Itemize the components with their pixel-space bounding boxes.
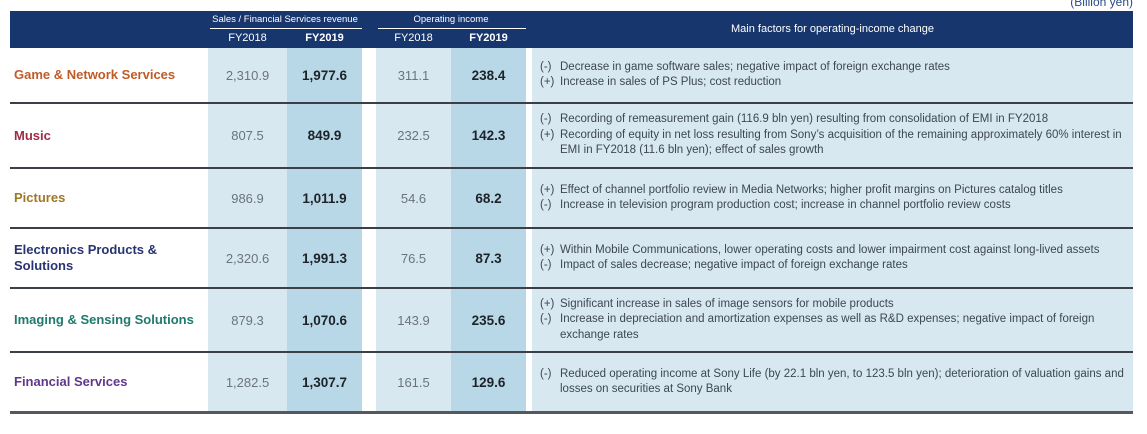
factor-text: Reduced operating income at Sony Life (b… — [560, 367, 1124, 396]
revenue-fy2019-value: 1,307.7 — [301, 374, 348, 390]
revenue-fy2018-value: 986.9 — [231, 190, 264, 206]
segment-name: Financial Services — [14, 374, 128, 390]
main-factors-header: Main factors for operating-income change — [731, 23, 934, 35]
factor-text: Recording of equity in net loss resultin… — [560, 128, 1122, 157]
revenue-fy2019-value: 1,991.3 — [301, 250, 348, 266]
revenue-fy2019-column-stripe — [287, 48, 362, 414]
oi-fy2018-value: 54.6 — [400, 190, 427, 206]
segment-name: Game & Network Services — [14, 67, 176, 83]
oi-fy2018-value: 161.5 — [397, 374, 430, 390]
segment-name: Pictures — [14, 190, 66, 206]
factors-cell: (+) Significant increase in sales of ima… — [532, 294, 1133, 347]
oi-fy2018-header: FY2018 — [394, 32, 433, 44]
revenue-group-header: Sales / Financial Services revenue — [212, 14, 358, 25]
oi-fy2018-value: 232.5 — [397, 128, 430, 143]
revenue-fy2019-value: 1,977.6 — [301, 67, 348, 83]
oi-fy2019-value: 142.3 — [471, 128, 506, 143]
factor-item: (+) Increase in sales of PS Plus; cost r… — [540, 75, 1125, 91]
oi-fy2018-value: 143.9 — [397, 312, 430, 328]
oi-fy2019-value: 238.4 — [471, 67, 506, 83]
factor-sign: (+) — [540, 128, 555, 141]
oi-fy2019-value: 129.6 — [471, 374, 506, 390]
oi-fy2018-value: 311.1 — [397, 67, 430, 83]
table-row: Music 807.5 849.9 232.5 142.3 (-) Record… — [10, 104, 1133, 169]
table-row: Game & Network Services 2,310.9 1,977.6 … — [10, 48, 1133, 104]
factor-text: Increase in television program productio… — [560, 199, 1011, 211]
factors-cell: (+) Within Mobile Communications, lower … — [532, 240, 1133, 277]
oi-fy2019-value: 235.6 — [471, 312, 506, 328]
table-body: Game & Network Services 2,310.9 1,977.6 … — [10, 48, 1133, 414]
factor-sign: (+) — [540, 297, 555, 310]
revenue-fy2018-value: 2,320.6 — [225, 250, 270, 266]
factor-item: (-) Decrease in game software sales; neg… — [540, 60, 1125, 76]
factor-item: (+) Within Mobile Communications, lower … — [540, 243, 1125, 259]
factor-item: (-) Increase in television program produ… — [540, 198, 1125, 214]
operating-income-group-underline — [378, 28, 526, 29]
table-header: Sales / Financial Services revenue Opera… — [10, 11, 1133, 48]
revenue-fy2018-header: FY2018 — [228, 32, 267, 44]
table-row: Pictures 986.9 1,011.9 54.6 68.2 (+) Eff… — [10, 169, 1133, 229]
factor-text: Impact of sales decrease; negative impac… — [560, 259, 908, 271]
revenue-fy2019-header: FY2019 — [305, 32, 344, 44]
oi-fy2018-column-stripe — [376, 48, 451, 414]
revenue-fy2019-value: 1,011.9 — [302, 190, 347, 206]
factor-item: (-) Reduced operating income at Sony Lif… — [540, 367, 1125, 398]
factor-sign: (+) — [540, 76, 555, 88]
factor-sign: (-) — [540, 60, 552, 73]
operating-income-group-header: Operating income — [413, 14, 489, 25]
factor-text: Effect of channel portfolio review in Me… — [560, 183, 1063, 196]
revenue-fy2018-column-stripe — [208, 48, 287, 414]
factor-sign: (-) — [540, 367, 552, 380]
factors-cell: (-) Reduced operating income at Sony Lif… — [532, 364, 1133, 401]
factor-text: Within Mobile Communications, lower oper… — [560, 243, 1100, 256]
factor-text: Significant increase in sales of image s… — [560, 297, 894, 310]
factor-item: (-) Impact of sales decrease; negative i… — [540, 258, 1125, 274]
oi-fy2019-value: 87.3 — [475, 250, 502, 266]
revenue-fy2018-value: 1,282.5 — [225, 374, 270, 390]
segment-name: Imaging & Sensing Solutions — [14, 312, 194, 328]
factor-item: (-) Recording of remeasurement gain (116… — [540, 112, 1125, 128]
factor-sign: (-) — [540, 313, 552, 326]
factor-item: (+) Recording of equity in net loss resu… — [540, 128, 1125, 159]
table-row: Electronics Products & Solutions 2,320.6… — [10, 229, 1133, 289]
revenue-fy2018-value: 807.5 — [231, 128, 264, 143]
oi-fy2019-column-stripe — [451, 48, 526, 414]
factor-text: Increase in sales of PS Plus; cost reduc… — [560, 76, 782, 88]
billion-yen-unit-label: (Billion yen) — [1070, 0, 1133, 9]
factor-sign: (-) — [540, 113, 552, 126]
oi-fy2019-header: FY2019 — [469, 32, 508, 44]
oi-fy2018-value: 76.5 — [400, 250, 427, 266]
factor-item: (+) Effect of channel portfolio review i… — [540, 183, 1125, 199]
revenue-fy2019-value: 849.9 — [307, 128, 342, 143]
table-row: Financial Services 1,282.5 1,307.7 161.5… — [10, 353, 1133, 414]
factor-item: (+) Significant increase in sales of ima… — [540, 297, 1125, 313]
factors-cell: (+) Effect of channel portfolio review i… — [532, 180, 1133, 217]
factor-text: Recording of remeasurement gain (116.9 b… — [560, 113, 1049, 126]
factor-sign: (-) — [540, 199, 552, 211]
revenue-fy2019-value: 1,070.6 — [301, 312, 348, 328]
factor-sign: (+) — [540, 183, 555, 196]
factor-sign: (+) — [540, 243, 555, 256]
revenue-group-underline — [210, 28, 362, 29]
factor-text: Increase in depreciation and amortizatio… — [560, 313, 1095, 341]
table-row: Imaging & Sensing Solutions 879.3 1,070.… — [10, 289, 1133, 353]
factors-column-stripe — [532, 48, 1133, 414]
factors-cell: (-) Recording of remeasurement gain (116… — [532, 109, 1133, 162]
segment-results-table: Sales / Financial Services revenue Opera… — [10, 11, 1133, 414]
factor-text: Decrease in game software sales; negativ… — [560, 60, 950, 73]
segment-name: Electronics Products & Solutions — [14, 242, 158, 273]
segment-name: Music — [14, 127, 51, 143]
revenue-fy2018-value: 879.3 — [231, 312, 264, 328]
factor-item: (-) Increase in depreciation and amortiz… — [540, 312, 1125, 343]
factors-cell: (-) Decrease in game software sales; neg… — [532, 57, 1133, 94]
factor-sign: (-) — [540, 259, 552, 271]
revenue-fy2018-value: 2,310.9 — [225, 67, 270, 83]
oi-fy2019-value: 68.2 — [475, 190, 502, 206]
